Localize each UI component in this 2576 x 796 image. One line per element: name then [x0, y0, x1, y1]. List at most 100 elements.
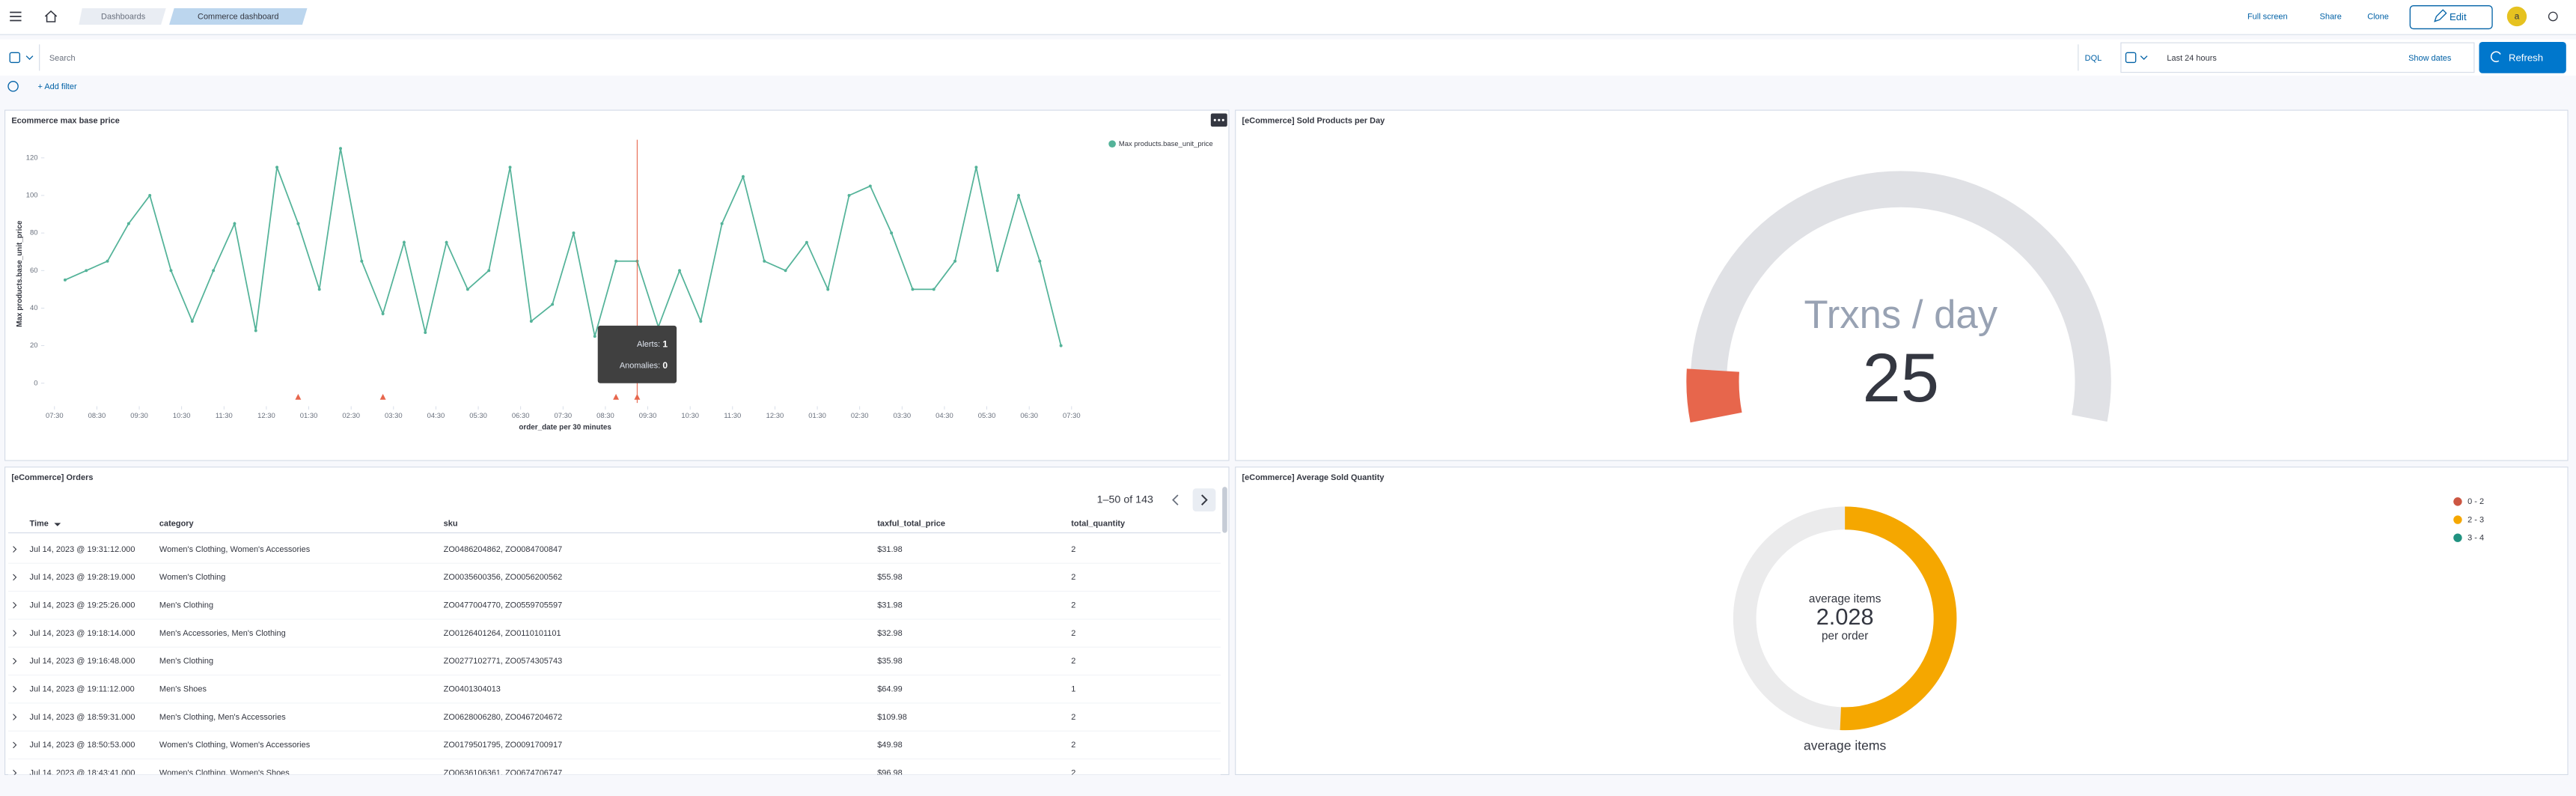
x-tick-label: 10:30: [681, 412, 699, 420]
x-tick-label: 04:30: [427, 412, 445, 420]
point: [826, 288, 830, 291]
table-cell: Women's Clothing: [159, 573, 225, 582]
table-cell: 2: [1071, 769, 1075, 778]
table-row[interactable]: [7, 619, 1221, 647]
table-row[interactable]: [7, 535, 1221, 563]
expand-row: [13, 741, 17, 749]
tooltip-label: Anomalies:: [620, 362, 660, 371]
help-icon[interactable]: [2548, 11, 2558, 22]
menu-icon[interactable]: [10, 11, 22, 22]
point: [890, 231, 894, 235]
prev-page[interactable]: [1172, 494, 1179, 505]
breadcrumb-bg: [169, 7, 308, 25]
point: [466, 288, 469, 291]
y-tick-label: 80: [30, 229, 37, 237]
full-screen-button[interactable]: Full screen: [2247, 12, 2288, 21]
edit-button[interactable]: [2409, 5, 2493, 30]
table-cell: ZO0277102771, ZO0574305743: [444, 657, 563, 666]
saved-query-icon[interactable]: [9, 52, 21, 64]
x-tick-label: 06:30: [512, 412, 530, 420]
home-icon[interactable]: [44, 10, 58, 22]
pencil-icon: [2434, 9, 2447, 22]
legend-label: Max products.base_unit_price: [1119, 140, 1213, 148]
search-input[interactable]: Search: [49, 54, 76, 63]
calendar-icon[interactable]: [2125, 52, 2137, 64]
sort-arrow: [54, 523, 61, 526]
panel: [4, 109, 1230, 461]
pagination-info: 1–50 of 143: [1097, 493, 1153, 505]
language-toggle[interactable]: DQL: [2085, 54, 2102, 63]
query-bar: [0, 39, 2576, 76]
point: [741, 174, 745, 178]
show-dates-button[interactable]: Show dates: [2408, 54, 2452, 63]
x-tick-label: 07:30: [1063, 412, 1081, 420]
avatar-initial[interactable]: a: [2515, 11, 2520, 22]
tooltip-label: Alerts:: [637, 340, 660, 349]
expand-row: [13, 657, 17, 665]
edit-label[interactable]: Edit: [2450, 11, 2467, 22]
scrollbar[interactable]: [1222, 487, 1227, 533]
point: [911, 288, 915, 291]
x-tick-label: 08:30: [596, 412, 614, 420]
refresh-label[interactable]: Refresh: [2509, 52, 2543, 63]
line: [64, 148, 1062, 346]
table-cell: 2: [1071, 629, 1075, 638]
next-page-bg[interactable]: [1192, 488, 1216, 512]
point: [678, 269, 681, 273]
column-header: category: [159, 519, 195, 528]
legend-label: 2 - 3: [2467, 515, 2484, 524]
point: [1059, 344, 1063, 347]
table-cell: Jul 14, 2023 @ 19:28:19.000: [30, 573, 135, 582]
add-filter-button[interactable]: + Add filter: [37, 82, 76, 91]
y-tick-label: 0: [34, 379, 37, 387]
table-row[interactable]: [7, 564, 1221, 591]
panel: [1235, 467, 2569, 775]
goal-number: 2.028: [1816, 604, 1874, 630]
table-row[interactable]: [7, 592, 1221, 619]
table-cell: Men's Clothing: [159, 601, 213, 610]
point: [720, 222, 724, 225]
refresh-button[interactable]: [2479, 42, 2566, 73]
legend-swatch: [2453, 497, 2462, 506]
point: [699, 320, 703, 323]
table-cell: 2: [1071, 573, 1075, 582]
top-bar: [0, 0, 2576, 35]
legend-label: 3 - 4: [2467, 534, 2484, 543]
table-row[interactable]: [7, 648, 1221, 675]
breadcrumb[interactable]: Dashboards: [101, 12, 146, 21]
breadcrumb-bg[interactable]: [79, 7, 166, 25]
x-tick-label: 02:30: [851, 412, 869, 420]
alert-marker: [379, 394, 386, 400]
x-tick-label: 09:30: [639, 412, 657, 420]
table-row[interactable]: [7, 732, 1221, 759]
x-tick-label: 08:30: [88, 412, 106, 420]
point: [508, 165, 512, 169]
table-row[interactable]: [7, 704, 1221, 731]
point: [169, 269, 173, 273]
point: [402, 240, 406, 244]
time-range[interactable]: Last 24 hours: [2167, 54, 2217, 63]
point: [317, 288, 321, 291]
share-button[interactable]: Share: [2320, 12, 2342, 21]
table-cell: $32.98: [877, 629, 903, 638]
x-tick-label: 01:30: [808, 412, 826, 420]
clone-button[interactable]: Clone: [2367, 12, 2389, 21]
table-cell: Jul 14, 2023 @ 19:16:48.000: [30, 657, 135, 666]
next-page[interactable]: [1201, 494, 1208, 505]
table-row[interactable]: [7, 759, 1221, 786]
table-cell: Women's Clothing, Women's Accessories: [159, 545, 311, 554]
gauge-label: Trxns / day: [1804, 293, 1998, 337]
avatar[interactable]: [2506, 6, 2527, 27]
table-cell: Women's Clothing, Women's Shoes: [159, 769, 290, 778]
table-cell: 2: [1071, 713, 1075, 722]
table-cell: ZO0477004770, ZO0559705597: [444, 601, 563, 610]
table-cell: Jul 14, 2023 @ 18:50:53.000: [30, 741, 135, 750]
x-tick-label: 03:30: [385, 412, 403, 420]
expand-row: [13, 630, 17, 637]
table-row[interactable]: [7, 675, 1221, 702]
filter-options-icon[interactable]: [7, 81, 19, 92]
panel-title: [eCommerce] Orders: [11, 473, 93, 482]
date-picker[interactable]: [2120, 42, 2475, 73]
point: [868, 184, 872, 188]
